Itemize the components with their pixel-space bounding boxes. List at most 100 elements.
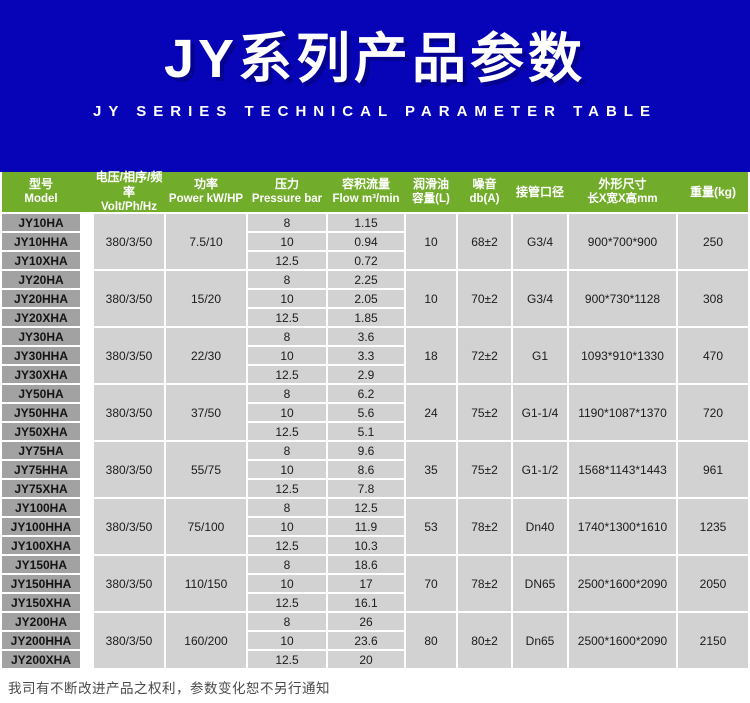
- weight-cell: 2050: [678, 556, 748, 611]
- column-header-pipe: 接管口径: [513, 172, 567, 212]
- noise-cell: 72±2: [458, 328, 511, 383]
- model-cell: JY75HA: [2, 442, 80, 459]
- model-cell: JY75XHA: [2, 480, 80, 497]
- power-cell: 7.5/10: [166, 214, 246, 269]
- flow-cell: 9.6: [328, 442, 404, 459]
- oil-capacity-cell: 18: [406, 328, 456, 383]
- noise-cell: 78±2: [458, 499, 511, 554]
- model-cell: JY30XHA: [2, 366, 80, 383]
- column-header-line2: Model: [24, 193, 58, 206]
- table-group-JY150HA: JY150HA JY150HHA JY150XHA 380/3/50 110/150 8 1…: [2, 556, 748, 611]
- pressure-cell: 12.5: [248, 423, 326, 440]
- page-title: JY系列产品参数: [163, 29, 587, 89]
- flow-cell: 11.9: [328, 518, 404, 535]
- column-header-dimensions: 外形尺寸 长X宽X高mm: [569, 172, 676, 212]
- footer: 我司有不断改进产品之权利，参数变化恕不另行通知: [0, 670, 750, 703]
- flow-cell: 20: [328, 651, 404, 668]
- flow-cell: 5.6: [328, 404, 404, 421]
- model-cell: JY50HA: [2, 385, 80, 402]
- noise-cell: 75±2: [458, 442, 511, 497]
- model-cell: JY30HHA: [2, 347, 80, 364]
- banner: JY系列产品参数 JY SERIES TECHNICAL PARAMETER T…: [0, 0, 750, 172]
- pipe-size-cell: Dn65: [513, 613, 567, 668]
- pipe-size-cell: G1-1/2: [513, 442, 567, 497]
- dimensions-cell: 2500*1600*2090: [569, 556, 676, 611]
- column-header-line1: 压力: [274, 177, 299, 192]
- noise-cell: 80±2: [458, 613, 511, 668]
- model-cell: JY50HHA: [2, 404, 80, 421]
- flow-cell: 6.2: [328, 385, 404, 402]
- pressure-cell: 12.5: [248, 537, 326, 554]
- pipe-size-cell: G3/4: [513, 271, 567, 326]
- weight-cell: 2150: [678, 613, 748, 668]
- dimensions-cell: 900*700*900: [569, 214, 676, 269]
- pipe-size-cell: Dn40: [513, 499, 567, 554]
- flow-cell: 3.6: [328, 328, 404, 345]
- voltage-cell: 380/3/50: [94, 556, 164, 611]
- column-header-line1: 噪音: [472, 177, 497, 192]
- column-header-spacer: [82, 172, 92, 212]
- column-header-line2: Pressure bar: [251, 193, 323, 206]
- flow-cell: 16.1: [328, 594, 404, 611]
- dimensions-cell: 1740*1300*1610: [569, 499, 676, 554]
- oil-capacity-cell: 70: [406, 556, 456, 611]
- column-header-model: 型号 Model: [2, 172, 80, 212]
- oil-capacity-cell: 24: [406, 385, 456, 440]
- column-header-line1: 外形尺寸: [598, 177, 647, 192]
- noise-cell: 68±2: [458, 214, 511, 269]
- column-header-line2: Volt/Ph/Hz: [100, 200, 157, 213]
- pressure-cell: 10: [248, 632, 326, 649]
- weight-cell: 1235: [678, 499, 748, 554]
- pipe-size-cell: G1: [513, 328, 567, 383]
- pipe-size-cell: DN65: [513, 556, 567, 611]
- voltage-cell: 380/3/50: [94, 613, 164, 668]
- weight-cell: 470: [678, 328, 748, 383]
- column-header-line2: 长X宽X高mm: [587, 193, 658, 206]
- table-group-JY10HA: JY10HA JY10HHA JY10XHA 380/3/50 7.5/10 8 10 12.…: [2, 214, 748, 269]
- power-cell: 22/30: [166, 328, 246, 383]
- model-cell: JY20XHA: [2, 309, 80, 326]
- flow-cell: 23.6: [328, 632, 404, 649]
- model-cell: JY150HA: [2, 556, 80, 573]
- weight-cell: 961: [678, 442, 748, 497]
- table-group-JY50HA: JY50HA JY50HHA JY50XHA 380/3/50 37/50 8 10 12.5…: [2, 385, 748, 440]
- pressure-cell: 12.5: [248, 309, 326, 326]
- table-header-row: 型号 Model 电压/相序/频率 Volt/Ph/Hz 功率 Power kW…: [2, 170, 748, 213]
- pressure-cell: 12.5: [248, 252, 326, 269]
- flow-cell: 2.9: [328, 366, 404, 383]
- oil-capacity-cell: 80: [406, 613, 456, 668]
- flow-cell: 2.05: [328, 290, 404, 307]
- power-cell: 75/100: [166, 499, 246, 554]
- voltage-cell: 380/3/50: [94, 385, 164, 440]
- column-header-line2: db(A): [469, 193, 500, 206]
- flow-cell: 0.94: [328, 233, 404, 250]
- footer-note: 我司有不断改进产品之权利，参数变化恕不另行通知: [8, 680, 330, 696]
- flow-cell: 7.8: [328, 480, 404, 497]
- model-cell: JY150HHA: [2, 575, 80, 592]
- voltage-cell: 380/3/50: [94, 328, 164, 383]
- flow-cell: 5.1: [328, 423, 404, 440]
- flow-cell: 1.85: [328, 309, 404, 326]
- model-cell: JY200HA: [2, 613, 80, 630]
- oil-capacity-cell: 35: [406, 442, 456, 497]
- flow-cell: 26: [328, 613, 404, 630]
- parameter-table: 型号 Model 电压/相序/频率 Volt/Ph/Hz 功率 Power kW…: [0, 170, 750, 670]
- pressure-cell: 8: [248, 613, 326, 630]
- flow-cell: 0.72: [328, 252, 404, 269]
- power-cell: 110/150: [166, 556, 246, 611]
- flow-cell: 1.15: [328, 214, 404, 231]
- model-cell: JY20HHA: [2, 290, 80, 307]
- noise-cell: 78±2: [458, 556, 511, 611]
- model-cell: JY75HHA: [2, 461, 80, 478]
- dimensions-cell: 1568*1143*1443: [569, 442, 676, 497]
- pressure-cell: 8: [248, 499, 326, 516]
- voltage-cell: 380/3/50: [94, 442, 164, 497]
- pressure-cell: 10: [248, 461, 326, 478]
- flow-cell: 3.3: [328, 347, 404, 364]
- power-cell: 55/75: [166, 442, 246, 497]
- flow-cell: 12.5: [328, 499, 404, 516]
- column-header-pressure: 压力 Pressure bar: [248, 172, 326, 212]
- column-header-line1: 容积流量: [341, 177, 390, 192]
- pressure-cell: 10: [248, 347, 326, 364]
- column-header-line2: Flow m³/min: [332, 193, 400, 206]
